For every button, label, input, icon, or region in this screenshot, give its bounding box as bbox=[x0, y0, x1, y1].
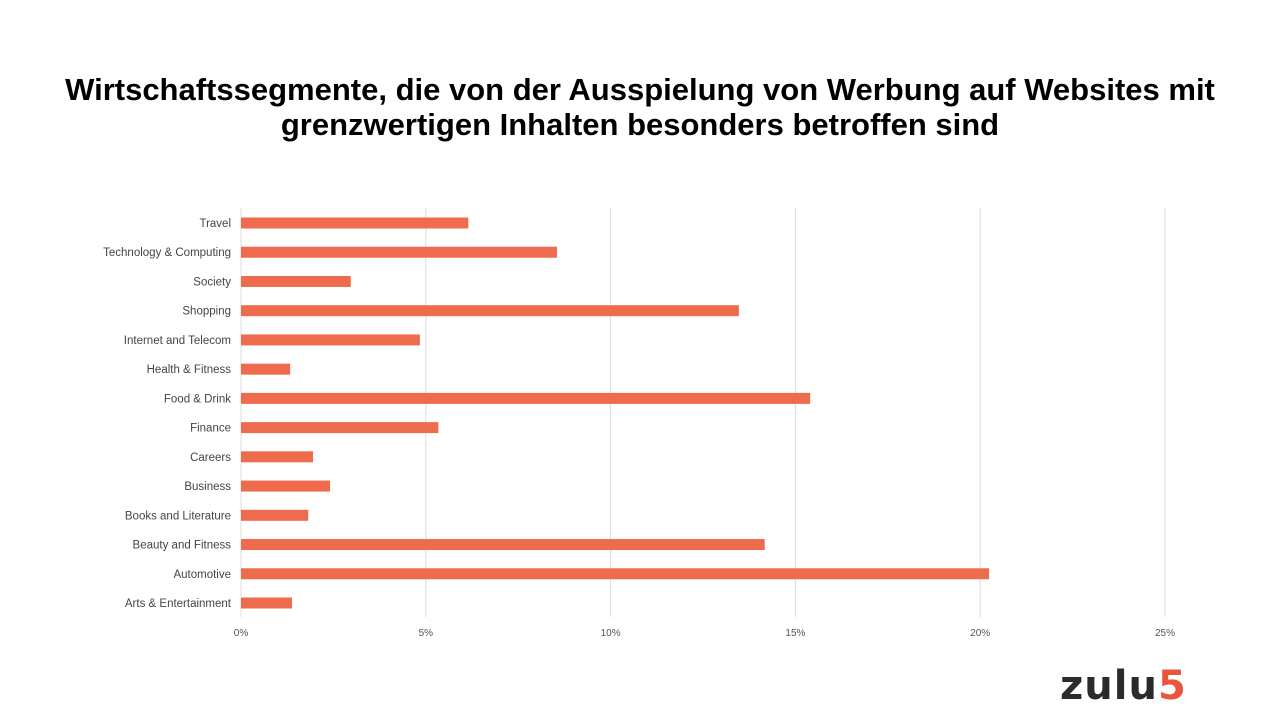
bar bbox=[241, 597, 293, 609]
logo-accent: 5 bbox=[1157, 663, 1187, 709]
category-label: Careers bbox=[190, 452, 231, 464]
bar bbox=[241, 451, 314, 463]
category-label: Society bbox=[193, 276, 231, 288]
x-tick-label: 25% bbox=[1155, 628, 1175, 639]
bar bbox=[241, 334, 420, 346]
x-tick-label: 5% bbox=[419, 628, 434, 639]
bar bbox=[241, 422, 439, 434]
bar bbox=[241, 305, 739, 317]
category-label: Beauty and Fitness bbox=[133, 540, 232, 552]
category-label: Internet and Telecom bbox=[124, 335, 231, 347]
bar bbox=[241, 480, 331, 492]
bar bbox=[241, 392, 811, 404]
category-label: Books and Literature bbox=[125, 510, 231, 522]
category-label: Food & Drink bbox=[164, 393, 231, 405]
x-tick-label: 20% bbox=[970, 628, 990, 639]
chart-title: Wirtschaftssegmente, die von der Ausspie… bbox=[65, 72, 1215, 142]
bar bbox=[241, 246, 558, 258]
category-label: Business bbox=[184, 481, 231, 493]
bar bbox=[241, 275, 351, 287]
category-label: Finance bbox=[190, 423, 231, 435]
bar bbox=[241, 509, 309, 521]
logo-text: zulu bbox=[1060, 663, 1158, 709]
bar bbox=[241, 217, 469, 229]
bar bbox=[241, 539, 765, 551]
x-tick-label: 10% bbox=[601, 628, 621, 639]
category-label: Shopping bbox=[182, 306, 231, 318]
zulu5-logo: zulu5 bbox=[1060, 664, 1187, 708]
x-tick-label: 15% bbox=[785, 628, 805, 639]
category-label: Health & Fitness bbox=[147, 364, 232, 376]
category-label: Travel bbox=[199, 218, 231, 230]
x-tick-label: 0% bbox=[234, 628, 249, 639]
bar bbox=[241, 363, 291, 375]
category-label: Automotive bbox=[173, 569, 231, 581]
category-label: Arts & Entertainment bbox=[125, 598, 232, 610]
bar bbox=[241, 568, 990, 580]
category-label: Technology & Computing bbox=[103, 247, 231, 259]
